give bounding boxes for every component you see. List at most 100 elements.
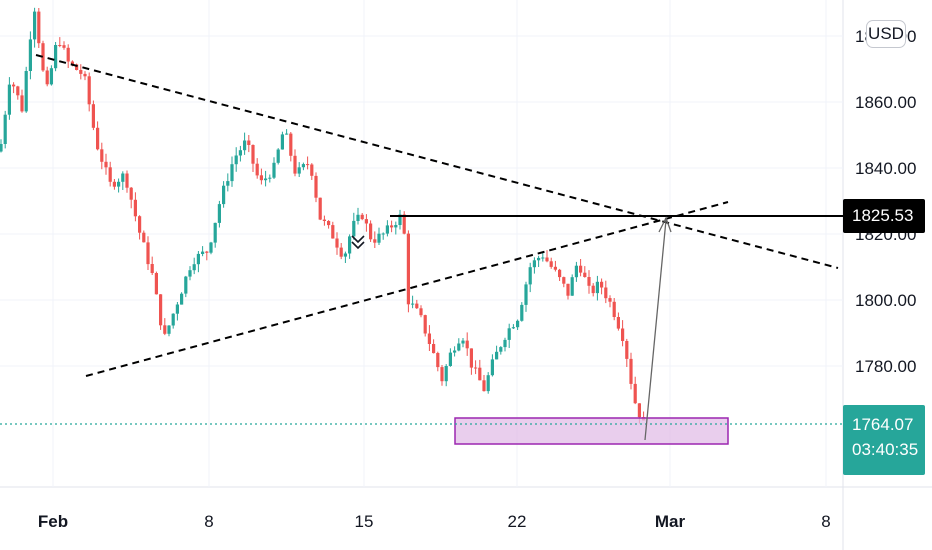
candle-body — [348, 236, 352, 254]
candle-body — [541, 257, 545, 259]
candle-body — [272, 162, 276, 178]
candle-body — [448, 352, 452, 366]
y-tick-label: 1780.00 — [855, 357, 916, 376]
candle-body — [104, 161, 108, 168]
candle-body — [75, 64, 79, 70]
candle-body — [306, 164, 310, 166]
candle-body — [146, 242, 150, 265]
candle-body — [390, 225, 394, 228]
candle-body — [264, 178, 268, 181]
candle-body — [322, 219, 326, 221]
candle-body — [83, 73, 87, 77]
candle-body — [621, 328, 625, 341]
candle-body — [381, 233, 385, 235]
y-tick-label: 1840.00 — [855, 159, 916, 178]
candle-body — [511, 327, 515, 329]
candle-body — [259, 175, 263, 181]
countdown-timer: 03:40:35 — [852, 440, 919, 459]
candle-body — [369, 223, 373, 240]
candle-body — [478, 367, 482, 381]
candle-body — [314, 175, 318, 198]
candle-body — [251, 145, 255, 164]
candle-body — [0, 144, 3, 152]
candle-body — [360, 214, 364, 220]
candle-body — [129, 187, 133, 200]
candle-body — [352, 220, 356, 237]
candle-body — [423, 315, 427, 334]
candle-body — [159, 294, 163, 326]
candle-body — [238, 150, 242, 156]
candles — [0, 7, 646, 424]
candle-body — [180, 293, 184, 305]
x-tick-label: 8 — [821, 512, 830, 531]
candle-body — [377, 233, 381, 243]
candle-body — [495, 351, 499, 360]
candle-body — [591, 285, 595, 294]
candle-body — [415, 303, 419, 309]
candle-body — [41, 43, 45, 71]
candle-body — [583, 272, 587, 277]
candle-body — [385, 225, 389, 234]
candle-body — [453, 350, 457, 353]
candle-body — [461, 340, 465, 344]
candle-body — [457, 343, 461, 351]
candle-body — [625, 341, 629, 359]
candle-body — [486, 375, 490, 392]
candle-body — [335, 238, 339, 248]
candle-body — [499, 347, 503, 352]
candle-body — [419, 308, 423, 316]
projection-arrow — [644, 219, 667, 441]
candle-body — [91, 104, 95, 128]
candle-body — [318, 197, 322, 220]
candle-body — [108, 167, 112, 182]
candle-body — [532, 260, 536, 268]
candle-body — [482, 380, 486, 392]
candle-body — [285, 133, 289, 135]
candle-body — [566, 283, 570, 296]
candle-body — [192, 264, 196, 271]
descending-trendline — [35, 54, 839, 269]
candle-body — [339, 247, 343, 257]
candle-body — [234, 155, 238, 165]
candle-body — [175, 304, 179, 314]
y-tick-label: 1800.00 — [855, 291, 916, 310]
candle-body — [402, 214, 406, 234]
candle-body — [507, 328, 511, 340]
candle-body — [280, 134, 284, 150]
candle-body — [58, 45, 62, 46]
chevron-marker-icon — [351, 235, 365, 244]
candle-body — [49, 68, 53, 85]
candle-body — [545, 257, 549, 262]
candle-body — [310, 164, 314, 176]
candle-body — [188, 270, 192, 277]
candle-body — [184, 276, 188, 294]
candle-body — [12, 84, 16, 87]
candle-body — [96, 127, 100, 150]
candle-body — [125, 173, 129, 188]
candle-body — [503, 339, 507, 348]
candle-body — [549, 261, 553, 267]
candle-body — [520, 304, 524, 321]
currency-button[interactable]: USD — [866, 20, 906, 48]
candle-body — [440, 367, 444, 382]
candle-body — [629, 358, 633, 384]
candle-body — [490, 359, 494, 376]
candle-body — [70, 61, 74, 65]
candle-body — [331, 225, 335, 239]
candle-body — [327, 221, 331, 226]
candle-body — [230, 164, 234, 182]
candle-body — [356, 214, 360, 221]
candle-body — [516, 320, 520, 328]
candle-body — [205, 251, 209, 253]
ascending-trendline — [85, 201, 729, 377]
candle-body — [436, 353, 440, 368]
candle-body — [411, 303, 415, 305]
candle-body — [121, 173, 125, 182]
candle-body — [87, 76, 91, 105]
candle-body — [217, 204, 221, 223]
candle-body — [112, 181, 116, 187]
candle-body — [247, 140, 251, 145]
candle-body — [150, 264, 154, 273]
candle-body — [66, 47, 70, 62]
